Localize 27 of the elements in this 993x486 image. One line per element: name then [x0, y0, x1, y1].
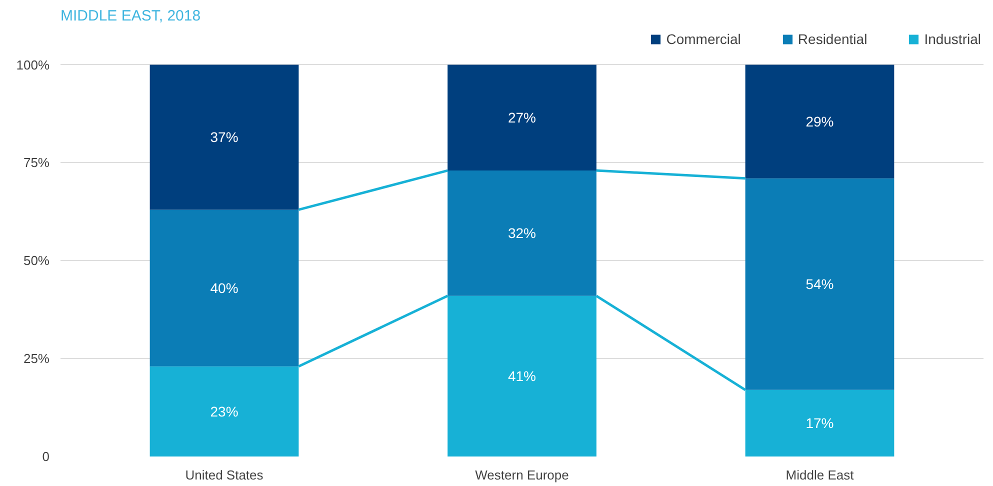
data-label: 29%: [806, 114, 834, 130]
data-label: 37%: [210, 129, 238, 146]
data-label: 23%: [210, 403, 238, 420]
y-tick-label: 100%: [16, 57, 50, 72]
bar: [745, 64, 894, 178]
bar: [150, 64, 299, 210]
data-label: 54%: [806, 276, 834, 292]
data-label: 17%: [806, 415, 834, 432]
x-tick-label: Western Europe: [475, 468, 569, 482]
x-tick-label: Middle East: [786, 468, 854, 482]
y-tick-label: 25%: [23, 351, 50, 366]
bar: [448, 64, 596, 171]
legend-label: Residential: [798, 31, 868, 47]
data-label: 27%: [508, 110, 536, 126]
bar: [150, 210, 299, 366]
data-label: 40%: [210, 280, 238, 296]
bar: [448, 170, 596, 296]
chart-title: MIDDLE EAST, 2018: [60, 8, 201, 24]
y-tick-label: 0: [42, 449, 50, 464]
bar: [745, 178, 894, 390]
legend-label: Industrial: [924, 31, 981, 47]
x-tick-label: United States: [185, 468, 264, 482]
data-label: 41%: [508, 368, 536, 384]
data-label: 32%: [508, 225, 536, 242]
legend-label: Commercial: [666, 31, 741, 47]
y-tick-label: 75%: [23, 155, 50, 170]
y-tick-label: 50%: [23, 253, 50, 268]
